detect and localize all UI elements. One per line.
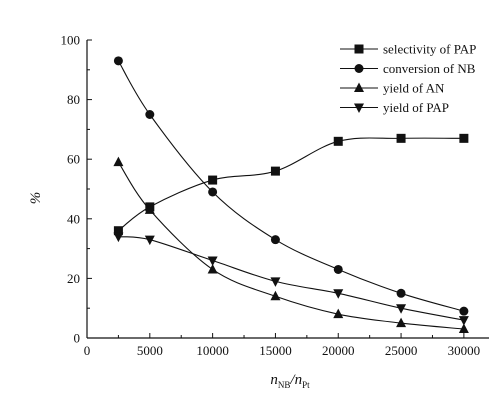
y-tick-label: 60 <box>67 152 80 167</box>
legend-label: yield of AN <box>383 81 445 96</box>
y-tick-label: 40 <box>67 211 80 226</box>
x-tick-label: 25000 <box>385 343 418 358</box>
x-tick-label: 0 <box>84 343 91 358</box>
data-point <box>113 156 124 167</box>
x-axis-title-sub-nb: NB <box>278 380 291 390</box>
x-axis: 0 5000 10000 15000 20000 25000 30000 <box>84 333 480 358</box>
data-point <box>113 56 123 66</box>
data-point <box>113 232 124 243</box>
data-point <box>270 277 281 287</box>
series-line <box>118 137 464 232</box>
data-point <box>459 306 469 316</box>
data-point <box>459 133 469 143</box>
y-tick-label: 80 <box>67 92 80 107</box>
x-tick-label: 15000 <box>259 343 292 358</box>
legend-marker <box>354 44 364 54</box>
legend-item-selectivity-of-pap: selectivity of PAP <box>340 42 476 57</box>
data-point <box>207 263 218 274</box>
series-yield-of-pap <box>113 232 469 326</box>
legend-item-yield-of-an: yield of AN <box>340 81 445 96</box>
data-point <box>144 235 155 246</box>
series-conversion-of-nb <box>113 56 469 316</box>
legend-label: selectivity of PAP <box>383 42 476 57</box>
series-yield-of-an <box>113 156 469 334</box>
legend-marker <box>354 103 364 113</box>
data-point <box>208 175 218 185</box>
data-point <box>333 289 344 299</box>
legend: selectivity of PAP conversion of NB yield … <box>340 42 476 115</box>
data-point <box>396 133 406 143</box>
legend-item-yield-of-pap: yield of PAP <box>340 100 449 115</box>
series-layer <box>113 56 469 334</box>
y-tick-label: 20 <box>67 271 80 286</box>
x-axis-title-n: n <box>270 372 278 388</box>
legend-marker <box>354 64 364 73</box>
x-tick-label: 30000 <box>448 343 481 358</box>
y-tick-label: 100 <box>61 33 81 48</box>
x-tick-label: 20000 <box>322 343 355 358</box>
series-line <box>118 236 464 321</box>
data-point <box>396 288 406 298</box>
series-selectivity-of-pap <box>113 133 469 236</box>
series-line <box>117 60 465 312</box>
data-point <box>207 256 218 267</box>
x-tick-label: 10000 <box>196 343 229 358</box>
data-point <box>144 204 155 214</box>
data-point <box>270 290 281 301</box>
x-axis-title: nNB/nPt <box>270 372 310 390</box>
y-axis-title: % <box>28 192 44 205</box>
legend-item-conversion-of-nb: conversion of NB <box>340 61 476 76</box>
x-tick-label: 5000 <box>137 343 163 358</box>
legend-label: yield of PAP <box>383 100 449 115</box>
data-point <box>113 226 123 236</box>
data-point <box>333 308 344 319</box>
legend-label: conversion of NB <box>383 61 476 76</box>
data-point <box>145 110 155 119</box>
legend-marker <box>354 82 364 92</box>
data-point <box>396 317 407 328</box>
data-point <box>208 187 218 197</box>
y-tick-label: 0 <box>74 331 81 346</box>
y-axis: 0 20 40 60 80 100 <box>61 33 92 346</box>
data-point <box>458 323 469 334</box>
data-point <box>270 166 280 176</box>
x-axis-title-slash: /n <box>289 372 302 388</box>
data-point <box>333 264 343 274</box>
data-point <box>333 136 343 146</box>
x-axis-title-sub-pt: Pt <box>302 380 310 390</box>
data-point <box>396 304 407 314</box>
data-point <box>458 316 469 326</box>
data-point <box>270 235 280 245</box>
